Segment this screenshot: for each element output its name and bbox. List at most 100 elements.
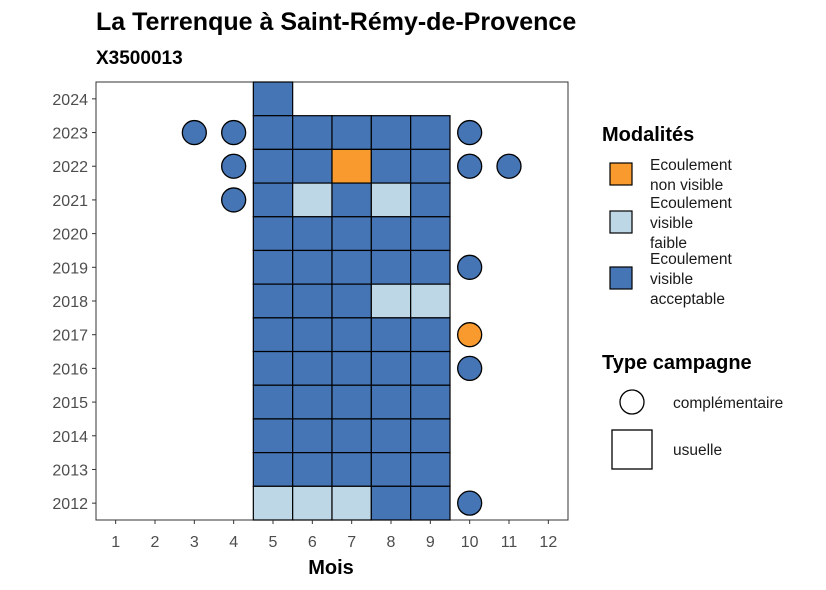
tile-2021-7 [331,182,372,218]
tile-2019-9 [410,249,451,285]
y-tick-label: 2014 [52,429,88,446]
tile-2020-7 [331,216,372,252]
tile-2023-7 [331,115,372,150]
tile-2013-6 [292,452,333,487]
tile-2019-5 [252,249,294,285]
legend-label: Ecoulement visible acceptable [650,251,733,308]
x-tick-label: 9 [426,534,435,551]
y-tick-label: 2016 [52,361,88,378]
tile-2017-8 [370,317,412,353]
legend-key-swatch [609,266,633,290]
tile-2024-5 [252,81,294,117]
tile-2014-9 [410,418,451,454]
tile-2016-9 [410,350,451,386]
y-tick-label: 2023 [52,126,88,143]
y-tick-label: 2021 [52,193,88,210]
x-tick-label: 5 [269,534,278,551]
legend-key-swatch [609,162,633,186]
legend-label: Ecoulement visible faible [650,195,733,252]
tile-2022-9 [410,148,451,184]
tile-2020-6 [292,216,333,252]
x-tick-label: 12 [539,534,557,551]
legend-title-modalites: Modalités [602,124,694,146]
legend-key-circle [619,389,645,415]
x-tick-label: 7 [347,534,356,551]
tile-2018-5 [252,283,294,319]
y-tick-label: 2020 [52,227,88,244]
tile-2018-8 [370,283,412,319]
tile-2022-7 [331,148,372,184]
tile-2021-5 [252,182,294,218]
chart-subtitle: X3500013 [96,48,183,69]
tile-2015-7 [331,384,372,420]
tile-2015-8 [370,384,412,420]
legend-label: Ecoulement non visible [650,157,733,194]
tile-2022-5 [252,148,294,184]
x-tick-label: 1 [111,534,120,551]
tile-2015-9 [410,384,451,420]
y-tick-label: 2022 [52,159,88,176]
tile-2021-8 [370,182,412,218]
point-2022-10 [457,153,483,179]
y-tick-label: 2017 [52,328,88,345]
tile-2021-9 [410,182,451,218]
y-tick-label: 2012 [52,496,88,513]
point-2023-10 [457,119,483,146]
legend-key-square [611,429,653,470]
tile-2023-9 [410,115,451,150]
point-2017-10 [457,322,483,348]
tile-2012-6 [292,485,333,521]
y-tick-label: 2019 [52,260,88,277]
chart-title: La Terrenque à Saint-Rémy-de-Provence [96,8,576,36]
x-tick-label: 6 [308,534,317,551]
tile-2018-9 [410,283,451,319]
tile-2022-6 [292,148,333,184]
tile-2013-8 [370,452,412,487]
tile-2020-9 [410,216,451,252]
tile-2014-6 [292,418,333,454]
tile-2012-9 [410,485,451,521]
tile-2014-8 [370,418,412,454]
legend-title-type-campagne: Type campagne [602,352,752,374]
tile-2019-7 [331,249,372,285]
tile-2018-6 [292,283,333,319]
point-2016-10 [457,355,483,382]
y-tick-label: 2015 [52,395,88,412]
point-2019-10 [457,254,483,280]
tile-2013-7 [331,452,372,487]
chart-marks [181,81,522,521]
y-axis: 2012 2013 2014 2015 2016 2017 2018 2019 2020 2021… [52,92,96,513]
legend-label: complémentaire [673,395,783,412]
x-tick-label: 11 [501,534,518,551]
tile-2013-9 [410,452,451,487]
tile-2017-9 [410,317,451,353]
tile-2021-6 [292,182,333,218]
tile-2019-6 [292,249,333,285]
tile-2017-5 [252,317,294,353]
tile-2012-7 [331,485,372,521]
x-axis-title: Mois [308,557,354,579]
point-2021-4 [221,187,247,213]
tile-2020-5 [252,216,294,252]
tile-2015-6 [292,384,333,420]
tile-2017-7 [331,317,372,353]
point-2012-10 [457,490,483,516]
legend-key-swatch [609,210,633,234]
y-tick-label: 2024 [52,92,88,109]
point-2023-3 [181,119,207,146]
tile-2018-7 [331,283,372,319]
x-tick-label: 3 [190,534,199,551]
x-tick-label: 2 [151,534,160,551]
tile-2019-8 [370,249,412,285]
tile-2017-6 [292,317,333,353]
tile-2014-5 [252,418,294,454]
point-2022-11 [496,153,522,179]
x-axis: 1 2 3 4 5 6 7 8 9 10 11 12 [111,520,557,551]
tile-2016-5 [252,350,294,386]
tile-2023-6 [292,115,333,150]
tile-2012-5 [252,485,294,521]
point-2023-4 [221,119,247,146]
tile-2013-5 [252,452,294,487]
